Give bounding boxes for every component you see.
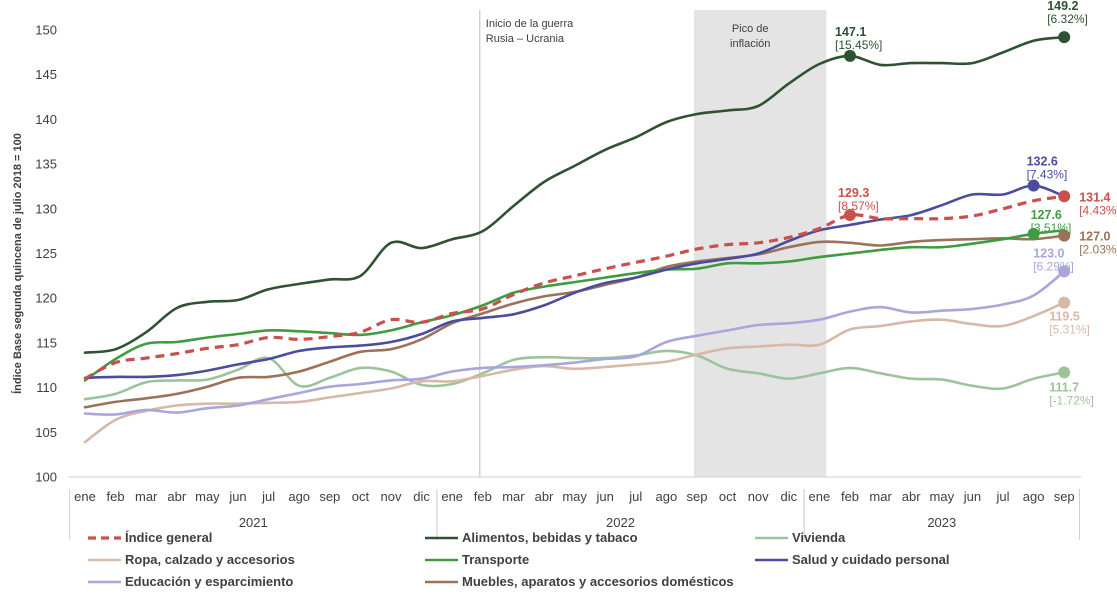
y-tick-label: 145 bbox=[35, 67, 57, 82]
y-tick-label: 125 bbox=[35, 246, 57, 261]
marker-educacion bbox=[1058, 265, 1071, 278]
annotation-value-transporte: 127.6 bbox=[1031, 208, 1062, 222]
annotation-value-general: 131.4 bbox=[1079, 190, 1110, 204]
annotation-pct-general: [4.43%] bbox=[1079, 203, 1117, 217]
year-label: 2022 bbox=[606, 515, 635, 530]
y-tick-label: 115 bbox=[36, 335, 57, 350]
x-tick-label: ago bbox=[288, 489, 310, 504]
x-tick-label: sep bbox=[1054, 489, 1075, 504]
annotation-value-vivienda: 111.7 bbox=[1049, 380, 1079, 394]
year-label: 2023 bbox=[927, 515, 956, 530]
x-tick-label: ene bbox=[441, 489, 463, 504]
legend-label-alimentos: Alimentos, bebidas y tabaco bbox=[462, 530, 638, 545]
x-tick-label: jul bbox=[261, 489, 275, 504]
annotation-pct-alimentos: [6.32%] bbox=[1047, 12, 1088, 26]
y-tick-label: 140 bbox=[35, 112, 57, 127]
annotation-value-ropa: 119.5 bbox=[1049, 310, 1080, 324]
x-tick-label: sep bbox=[319, 489, 340, 504]
series-line-salud bbox=[83, 184, 1066, 380]
x-tick-label: nov bbox=[381, 489, 402, 504]
legend-label-vivienda: Vivienda bbox=[792, 530, 846, 545]
legend-label-muebles: Muebles, aparatos y accesorios doméstico… bbox=[462, 574, 734, 589]
marker-alimentos bbox=[844, 49, 856, 62]
x-tick-label: jun bbox=[596, 489, 614, 504]
legend-label-general: Índice general bbox=[125, 530, 212, 545]
x-tick-label: ago bbox=[656, 489, 678, 504]
x-tick-label: ago bbox=[1023, 489, 1045, 504]
annotation-pct-alimentos: [15.45%] bbox=[835, 38, 882, 52]
x-tick-label: dic bbox=[413, 489, 430, 504]
x-tick-label: jun bbox=[963, 489, 981, 504]
annotation-value-alimentos: 147.1 bbox=[835, 25, 866, 39]
legend-label-transporte: Transporte bbox=[462, 552, 529, 567]
x-tick-label: jul bbox=[995, 489, 1009, 504]
x-tick-label: ene bbox=[74, 489, 96, 504]
legend-label-salud: Salud y cuidado personal bbox=[792, 552, 949, 567]
annotation-pct-transporte: [3.51%] bbox=[1031, 221, 1072, 235]
y-tick-label: 135 bbox=[35, 157, 57, 172]
annotation-pct-vivienda: [-1.72%] bbox=[1049, 393, 1094, 407]
x-tick-label: sep bbox=[687, 489, 708, 504]
x-tick-label: mar bbox=[869, 489, 892, 504]
annotation-value-alimentos: 149.2 bbox=[1047, 0, 1078, 13]
marker-transporte bbox=[1027, 227, 1040, 240]
y-tick-label: 150 bbox=[35, 23, 57, 38]
series-line-vivienda bbox=[83, 349, 1066, 401]
series-line-general bbox=[84, 194, 1065, 381]
marker-ropa bbox=[1058, 296, 1071, 309]
year-label: 2021 bbox=[239, 515, 268, 530]
series-line-transporte bbox=[83, 229, 1066, 382]
x-tick-label: mar bbox=[135, 489, 158, 504]
annotation-value-general: 129.3 bbox=[838, 186, 869, 200]
annotation-value-salud: 132.6 bbox=[1027, 155, 1058, 169]
marker-vivienda bbox=[1058, 366, 1071, 379]
marker-general bbox=[1058, 190, 1071, 203]
x-tick-label: feb bbox=[107, 489, 125, 504]
series-line-alimentos bbox=[83, 35, 1066, 354]
annotation-value-muebles: 127.0 bbox=[1079, 230, 1110, 244]
annotation-pct-ropa: [5.31%] bbox=[1049, 323, 1090, 337]
marker-muebles bbox=[1058, 229, 1071, 242]
legend-label-ropa: Ropa, calzado y accesorios bbox=[125, 552, 295, 567]
x-tick-label: abr bbox=[902, 489, 921, 504]
annotation-pct-muebles: [2.03%] bbox=[1079, 243, 1117, 257]
x-tick-label: nov bbox=[748, 489, 769, 504]
inflation-peak-label: Pico de bbox=[732, 23, 769, 35]
x-tick-label: dic bbox=[780, 489, 797, 504]
x-tick-label: feb bbox=[474, 489, 492, 504]
y-tick-label: 130 bbox=[35, 201, 57, 216]
y-tick-label: 100 bbox=[35, 470, 57, 485]
x-tick-label: abr bbox=[535, 489, 554, 504]
x-tick-label: abr bbox=[167, 489, 186, 504]
x-tick-label: oct bbox=[719, 489, 737, 504]
y-tick-label: 120 bbox=[35, 291, 57, 306]
marker-alimentos bbox=[1058, 31, 1071, 44]
y-tick-label: 105 bbox=[35, 425, 57, 440]
war-start-label: Inicio de la guerra bbox=[486, 18, 574, 30]
x-tick-label: jun bbox=[228, 489, 246, 504]
x-tick-label: oct bbox=[352, 489, 370, 504]
annotation-pct-general: [8.57%] bbox=[838, 199, 879, 213]
y-axis-title: Índice Base segunda quincena de julio 20… bbox=[11, 133, 24, 394]
marker-general bbox=[844, 209, 856, 222]
x-tick-label: jul bbox=[628, 489, 642, 504]
y-tick-label: 110 bbox=[36, 380, 57, 395]
series-line-educacion bbox=[83, 270, 1066, 416]
x-tick-label: mar bbox=[502, 489, 525, 504]
x-tick-label: may bbox=[195, 489, 220, 504]
legend-label-educacion: Educación y esparcimiento bbox=[125, 574, 293, 589]
marker-salud bbox=[1027, 179, 1040, 192]
annotation-pct-educacion: [6.29%] bbox=[1033, 259, 1074, 273]
x-tick-label: may bbox=[562, 489, 587, 504]
war-start-label: Rusia – Ucrania bbox=[486, 33, 565, 45]
x-tick-label: ene bbox=[809, 489, 831, 504]
x-tick-label: feb bbox=[841, 489, 859, 504]
annotation-value-educacion: 123.0 bbox=[1033, 246, 1064, 260]
x-tick-label: may bbox=[930, 489, 955, 504]
inflation-peak-label: inflación bbox=[730, 38, 770, 50]
annotation-pct-salud: [7.43%] bbox=[1027, 168, 1068, 182]
